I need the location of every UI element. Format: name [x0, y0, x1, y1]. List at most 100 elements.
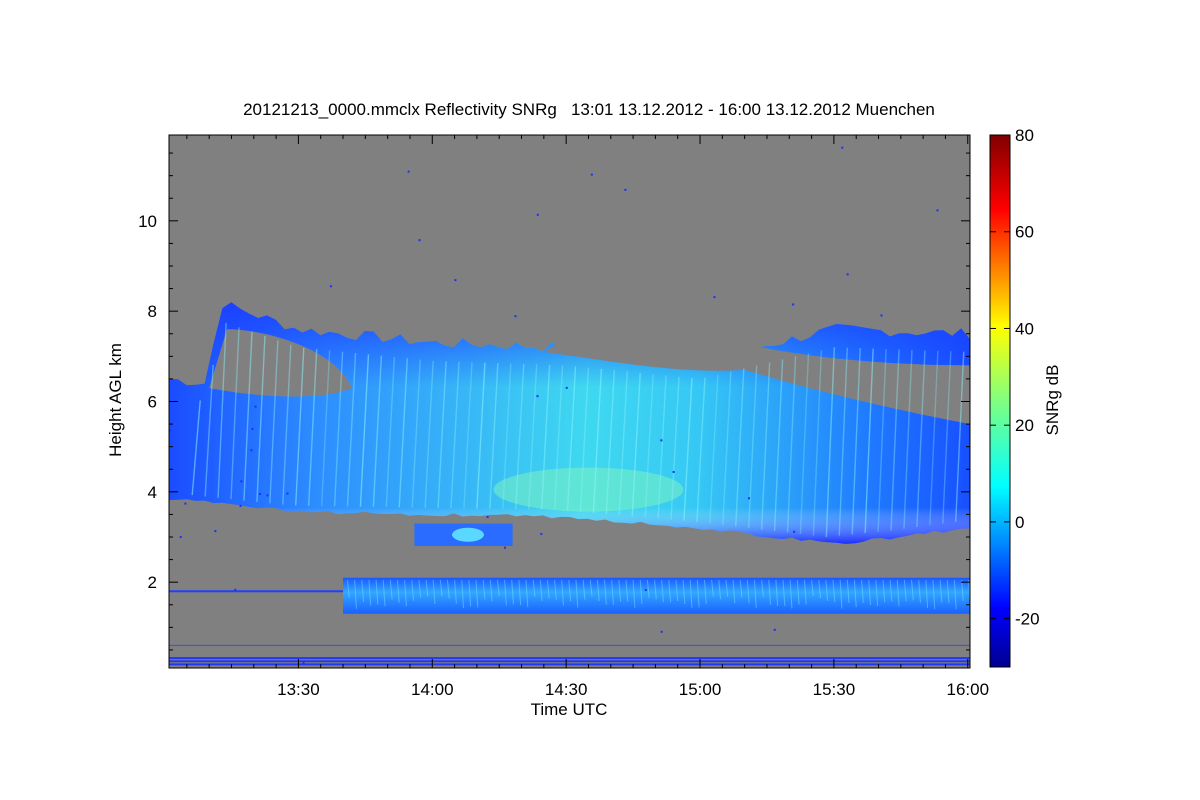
echo-streak — [295, 347, 305, 506]
echo-low-streak — [775, 579, 779, 606]
echo-low-streak — [654, 579, 657, 600]
echo-low-streak — [454, 579, 457, 604]
echo-streak — [657, 375, 667, 519]
colorbar-tick-label: 80 — [1015, 126, 1034, 145]
echo-speckle — [169, 429, 172, 432]
echo-low-streak — [953, 579, 957, 610]
colorbar-tick-label: 0 — [1015, 513, 1024, 532]
echo-low-streak — [882, 579, 886, 603]
echo-low-streak — [375, 579, 379, 605]
echo-low-streak — [803, 579, 807, 605]
echo-streak — [463, 362, 473, 509]
echo-low-streak — [561, 579, 564, 606]
echo-low-streak — [546, 579, 550, 599]
echo-speckle — [792, 303, 795, 306]
echo-low-streak — [911, 579, 914, 601]
y-tick-label: 2 — [148, 573, 157, 592]
echo-low-streak — [796, 579, 800, 605]
echo-gap-right — [543, 329, 970, 425]
echo-speckle — [259, 493, 262, 496]
echo-core — [493, 467, 684, 512]
echo-low-streak — [896, 579, 900, 607]
colorbar-label: SNRg dB — [1043, 365, 1062, 436]
echo-low-streak — [946, 579, 950, 604]
echo-low-streak — [732, 579, 736, 604]
echo-speckle — [936, 209, 939, 212]
echo-low-streak — [825, 579, 829, 601]
echo-low-streak — [768, 579, 772, 605]
echo-streak — [618, 371, 628, 516]
x-tick-label: 14:00 — [411, 680, 454, 699]
echo-low-streak — [753, 579, 757, 609]
echo-streak — [217, 322, 227, 498]
echo-low-streak — [396, 579, 400, 603]
echo-low-streak — [539, 579, 543, 601]
echo-streak — [773, 359, 784, 531]
echo-streak — [877, 349, 887, 532]
echo-streak — [243, 331, 253, 501]
echo-streak — [696, 377, 706, 522]
colorbar-tick-label: -20 — [1015, 610, 1040, 629]
echo-speckle — [536, 213, 539, 216]
colorbar-tick-label: 40 — [1015, 319, 1034, 338]
echo-low-streak — [568, 579, 572, 602]
echo-streak — [942, 351, 952, 524]
echo-low-streak — [746, 579, 750, 604]
x-tick-label: 13:30 — [277, 680, 320, 699]
echo-streak — [864, 348, 874, 534]
echo-low-layer — [343, 577, 970, 614]
echo-speckle — [184, 502, 187, 505]
echo-speckle — [590, 173, 593, 176]
x-axis-label: Time UTC — [531, 700, 608, 719]
echo-low-streak — [632, 579, 636, 608]
echo-low-streak — [789, 579, 793, 609]
echo-speckle — [672, 470, 675, 473]
echo-speckle — [254, 405, 257, 408]
x-tick-label: 15:30 — [813, 680, 856, 699]
echo-streak — [230, 327, 240, 500]
echo-streak — [631, 372, 641, 517]
echo-low-streak — [532, 579, 536, 597]
echo-low-streak — [404, 579, 407, 607]
y-axis: 2 4 6 8 10 — [138, 152, 970, 651]
echo-low-streak — [646, 579, 650, 599]
echo-streak — [838, 347, 848, 536]
echo-speckle — [329, 285, 332, 288]
echo-low-streak — [961, 579, 964, 601]
echo-low-streak — [889, 579, 893, 602]
echo-streak — [890, 349, 900, 531]
y-tick-label: 8 — [148, 302, 157, 321]
colorbar-scale — [989, 134, 1011, 668]
echo-streak — [385, 356, 396, 508]
echo-low-streak — [761, 579, 764, 598]
chart-title: 20121213_0000.mmclx Reflectivity SNRg 13… — [243, 100, 935, 119]
echo-speckle — [565, 386, 568, 389]
echo-streak — [489, 363, 499, 509]
echo-low-streak — [725, 579, 729, 597]
echo-low-streak — [368, 579, 372, 606]
echo-low-streak — [589, 579, 593, 597]
echo-low-streak — [496, 579, 500, 597]
echo-low-streak — [618, 579, 622, 602]
echo-speckle — [846, 273, 849, 276]
echo-low-streak — [525, 579, 529, 608]
echo-speckle — [536, 395, 539, 398]
echo-speckle — [286, 492, 289, 495]
echo-speckle — [748, 497, 751, 500]
echo-low-streak — [861, 579, 864, 603]
echo-low-streak — [818, 579, 822, 599]
echo-low-streak — [682, 579, 686, 605]
echo-streak — [670, 376, 680, 520]
echo-low-streak — [696, 579, 700, 608]
echo-streak — [256, 335, 266, 502]
echo-streak — [747, 365, 758, 528]
echo-low-streak — [853, 579, 857, 608]
x-tick-label: 14:30 — [545, 680, 588, 699]
echo-low-streak — [446, 579, 450, 599]
echo-streak — [307, 349, 318, 506]
colorbar-tick-label: 20 — [1015, 416, 1034, 435]
echo-low-streak — [611, 579, 614, 605]
echo-streak — [359, 354, 370, 507]
echo-speckle — [504, 546, 507, 549]
